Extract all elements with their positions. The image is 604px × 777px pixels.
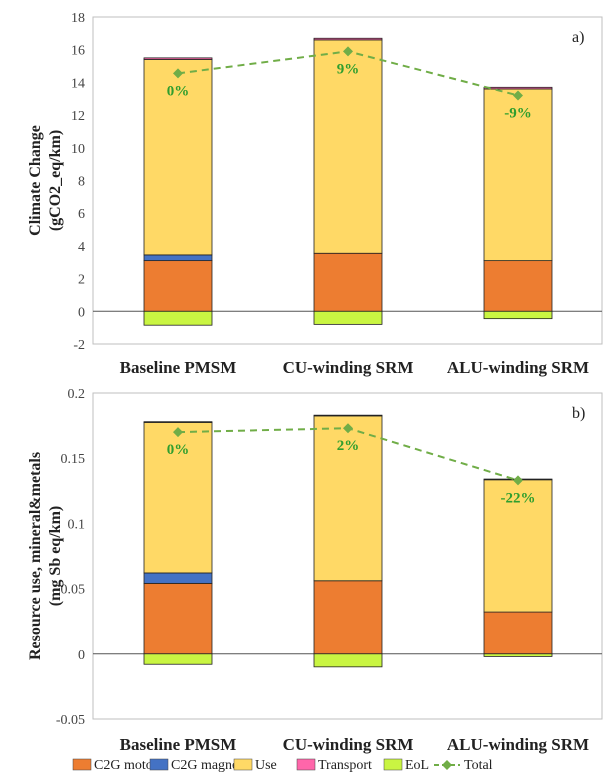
category-label: CU-winding SRM bbox=[283, 735, 414, 754]
legend-marker-total bbox=[442, 760, 452, 770]
bar-eol bbox=[483, 653, 553, 657]
total-data-label: -9% bbox=[504, 105, 532, 121]
bar-transport bbox=[483, 86, 553, 90]
panel-label: a) bbox=[572, 29, 584, 46]
legend-label: Use bbox=[255, 758, 277, 773]
bar-eol bbox=[143, 310, 213, 326]
y-tick-label: 10 bbox=[71, 142, 85, 157]
bar-transport bbox=[143, 421, 213, 423]
legend-swatch-eol bbox=[383, 758, 403, 771]
y-axis-label: Climate Change (gCO2_eq/km) bbox=[27, 125, 64, 236]
total-data-label: 2% bbox=[337, 438, 360, 454]
category-label: ALU-winding SRM bbox=[447, 358, 589, 377]
y-tick-label: 14 bbox=[71, 76, 85, 91]
total-data-label: -22% bbox=[501, 490, 536, 506]
bar-use bbox=[483, 88, 553, 262]
legend-swatch-c2g-motor bbox=[72, 758, 92, 771]
y-tick-label: 0.2 bbox=[68, 387, 86, 402]
bar-eol bbox=[483, 310, 553, 320]
bar-c2g-motor bbox=[313, 252, 383, 312]
y-tick-label: 0.05 bbox=[61, 583, 86, 598]
plot-area bbox=[92, 16, 603, 345]
bar-c2g-motor bbox=[313, 580, 383, 655]
plot-area bbox=[92, 392, 603, 720]
y-tick-label: 0 bbox=[78, 648, 85, 663]
bar-use bbox=[313, 39, 383, 254]
bar-use bbox=[483, 479, 553, 613]
total-point bbox=[343, 46, 353, 57]
bar-eol bbox=[313, 653, 383, 668]
bar-c2g-motor bbox=[483, 611, 553, 655]
y-tick-label: 16 bbox=[71, 44, 85, 59]
bar-use bbox=[143, 59, 213, 256]
y-tick-label: 8 bbox=[78, 175, 85, 190]
total-point bbox=[513, 475, 523, 486]
bar-transport bbox=[313, 414, 383, 417]
y-axis-label-line: (mg Sb eq/km) bbox=[47, 506, 64, 606]
legend-label: Total bbox=[464, 758, 493, 773]
y-axis-label: Resource use, mineral&metals (mg Sb eq/km… bbox=[27, 452, 64, 660]
total-point bbox=[173, 68, 183, 79]
bar-c2g-motor bbox=[143, 582, 213, 655]
climate-change-chart: -2 0 2 4 6 8 10 12 14 16 18 Baseline PMSM CU-winding… bbox=[27, 11, 603, 377]
y-tick-label: 0.1 bbox=[68, 517, 86, 532]
bar-c2g-motor bbox=[143, 260, 213, 312]
legend: C2G motor C2G magnet Use Transport EoL Total bbox=[72, 758, 493, 773]
legend-label: C2G magnet bbox=[171, 758, 242, 773]
y-tick-label: 4 bbox=[78, 240, 85, 255]
bar-transport bbox=[143, 57, 213, 60]
y-tick-label: 18 bbox=[71, 11, 85, 26]
category-label: CU-winding SRM bbox=[283, 358, 414, 377]
y-tick-label: -2 bbox=[73, 338, 85, 353]
legend-label: Transport bbox=[318, 758, 372, 773]
bar-c2g-magnet bbox=[143, 572, 213, 584]
legend-swatch-c2g-magnet bbox=[149, 758, 169, 771]
total-data-label: 0% bbox=[167, 83, 190, 99]
resource-use-chart: -0.05 0 0.05 0.1 0.15 0.2 Baseline PMSM CU-wind… bbox=[27, 387, 603, 754]
y-tick-label: 6 bbox=[78, 207, 85, 222]
category-label: Baseline PMSM bbox=[120, 358, 237, 377]
total-data-label: 0% bbox=[167, 442, 190, 458]
total-point bbox=[173, 427, 183, 438]
bar-use bbox=[143, 421, 213, 574]
legend-swatch-use bbox=[233, 758, 253, 771]
bar-c2g-motor bbox=[483, 260, 553, 312]
category-label: ALU-winding SRM bbox=[447, 735, 589, 754]
bar-transport bbox=[313, 37, 383, 41]
category-label: Baseline PMSM bbox=[120, 735, 237, 754]
legend-label: C2G motor bbox=[94, 758, 158, 773]
total-point bbox=[513, 90, 523, 101]
bar-c2g-magnet bbox=[143, 254, 213, 262]
y-axis-label-line: (gCO2_eq/km) bbox=[47, 130, 64, 231]
y-tick-label: 0 bbox=[78, 305, 85, 320]
y-tick-label: -0.05 bbox=[56, 713, 85, 728]
y-tick-label: 2 bbox=[78, 273, 85, 288]
legend-label: EoL bbox=[405, 758, 429, 773]
total-point bbox=[343, 423, 353, 434]
y-axis-label-line: Climate Change bbox=[27, 125, 44, 236]
bar-eol bbox=[313, 310, 383, 325]
bar-eol bbox=[143, 653, 213, 665]
y-axis-label-line: Resource use, mineral&metals bbox=[27, 452, 44, 660]
total-data-label: 9% bbox=[337, 61, 360, 77]
y-tick-label: 0.15 bbox=[61, 452, 86, 467]
y-tick-label: 12 bbox=[71, 109, 85, 124]
legend-swatch-transport bbox=[296, 758, 316, 771]
panel-label: b) bbox=[572, 405, 585, 422]
bar-use bbox=[313, 415, 383, 582]
